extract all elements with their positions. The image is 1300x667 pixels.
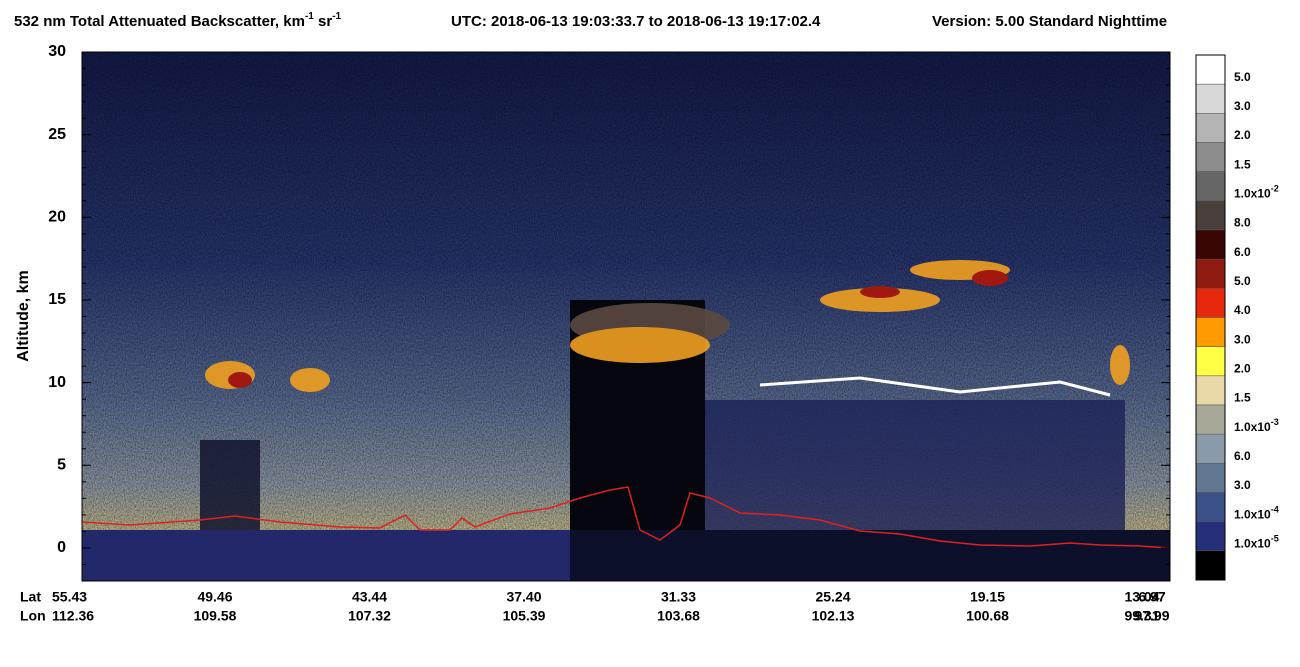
lat-label: 31.33 [661, 589, 696, 605]
chart-subtitle: UTC: 2018-06-13 19:03:33.7 to 2018-06-13… [451, 13, 821, 30]
colorbar-swatch [1195, 113, 1226, 143]
colorbar-label-text: 1.0x10 [1234, 507, 1271, 521]
colorbar-swatch [1195, 142, 1226, 172]
colorbar-label: 6.0 [1234, 449, 1251, 463]
colorbar-swatch [1195, 54, 1226, 85]
lat-label: 25.24 [815, 589, 850, 605]
colorbar-label: 8.0 [1234, 216, 1251, 230]
lat-label: 55.43 [52, 589, 87, 605]
colorbar-label-text: 6.0 [1234, 449, 1251, 463]
colorbar-label-exp: -5 [1271, 534, 1279, 544]
lat-label: 6.97 [1138, 589, 1165, 605]
colorbar-label: 1.0x10-5 [1234, 534, 1279, 551]
lat-label: 13.04 [1124, 589, 1159, 605]
colorbar-label-exp: -2 [1271, 184, 1279, 194]
colorbar-label-text: 3.0 [1234, 478, 1251, 492]
lat-label: 37.40 [506, 589, 541, 605]
colorbar-label-text: 5.0 [1234, 70, 1251, 84]
lat-label: 43.44 [352, 589, 387, 605]
y-tick-label: 20 [48, 209, 66, 226]
colorbar-swatch [1195, 463, 1226, 493]
colorbar-label-text: 5.0 [1234, 274, 1251, 288]
colorbar-swatch [1195, 433, 1226, 464]
colorbar-label-text: 1.0x10 [1234, 537, 1271, 551]
colorbar-swatch [1195, 200, 1226, 231]
lon-label: 99.31 [1124, 608, 1159, 624]
y-axis-label: Altitude, km [15, 270, 32, 362]
colorbar-swatch [1195, 258, 1226, 289]
x-row-label: Lat [20, 589, 41, 605]
colorbar-label: 2.0 [1234, 362, 1251, 376]
lon-label: 109.58 [194, 608, 237, 624]
lat-label: 19.15 [970, 589, 1005, 605]
y-tick-label: 30 [48, 43, 66, 60]
colorbar-swatch [1195, 317, 1226, 347]
colorbar-label-text: 2.0 [1234, 362, 1251, 376]
lon-label: 103.68 [657, 608, 700, 624]
lon-label: 102.13 [812, 608, 855, 624]
lon-label: 100.68 [966, 608, 1009, 624]
colorbar-swatch [1195, 83, 1226, 114]
colorbar-label: 4.0 [1234, 303, 1251, 317]
version-label: Version: 5.00 Standard Nighttime [932, 13, 1167, 30]
colorbar-swatch [1195, 375, 1226, 406]
lon-label: 107.32 [348, 608, 391, 624]
colorbar-label-text: 4.0 [1234, 303, 1251, 317]
colorbar-label-text: 3.0 [1234, 332, 1251, 346]
curtain-image [82, 52, 1170, 581]
colorbar-swatch [1195, 550, 1226, 581]
colorbar-label-text: 2.0 [1234, 128, 1251, 142]
colorbar-label: 3.0 [1234, 478, 1251, 492]
colorbar-swatch [1195, 521, 1226, 552]
chart-title: 532 nm Total Attenuated Backscatter, km-… [14, 11, 342, 30]
colorbar-label: 1.0x10-2 [1234, 184, 1279, 201]
y-tick-label: 5 [57, 457, 66, 474]
colorbar-label: 3.0 [1234, 99, 1251, 113]
colorbar-frame [1195, 54, 1226, 581]
colorbar-label-exp: -3 [1271, 417, 1279, 427]
colorbar-label: 1.5 [1234, 391, 1251, 405]
y-tick-label: 25 [48, 126, 66, 143]
colorbar-label-text: 8.0 [1234, 216, 1251, 230]
lon-label: 105.39 [503, 608, 546, 624]
colorbar-label: 5.0 [1234, 274, 1251, 288]
colorbar-label-exp: -4 [1271, 505, 1279, 515]
colorbar-label: 3.0 [1234, 332, 1251, 346]
lon-label: 97.99 [1134, 608, 1169, 624]
colorbar-swatch [1195, 229, 1226, 260]
colorbar-label-text: 6.0 [1234, 245, 1251, 259]
colorbar-label: 1.5 [1234, 157, 1251, 171]
colorbar-label: 5.0 [1234, 70, 1251, 84]
colorbar-label: 2.0 [1234, 128, 1251, 142]
colorbar-label: 1.0x10-3 [1234, 417, 1279, 434]
lon-label: 112.36 [52, 608, 94, 624]
y-tick-label: 0 [57, 539, 66, 556]
colorbar-swatch [1195, 288, 1226, 318]
y-tick-label: 10 [48, 374, 66, 391]
colorbar-label: 1.0x10-4 [1234, 505, 1279, 522]
colorbar-label-text: 1.0x10 [1234, 187, 1271, 201]
colorbar-label-text: 1.5 [1234, 391, 1251, 405]
colorbar-label-text: 1.5 [1234, 157, 1251, 171]
colorbar-swatch [1195, 404, 1226, 435]
colorbar-label-text: 3.0 [1234, 99, 1251, 113]
colorbar-swatch [1195, 346, 1226, 377]
colorbar-label: 6.0 [1234, 245, 1251, 259]
y-tick-label: 15 [48, 291, 66, 308]
lat-label: 49.46 [197, 589, 232, 605]
colorbar-swatch [1195, 171, 1226, 202]
colorbar-label-text: 1.0x10 [1234, 420, 1271, 434]
colorbar-swatch [1195, 492, 1226, 522]
x-row-label: Lon [20, 608, 46, 624]
